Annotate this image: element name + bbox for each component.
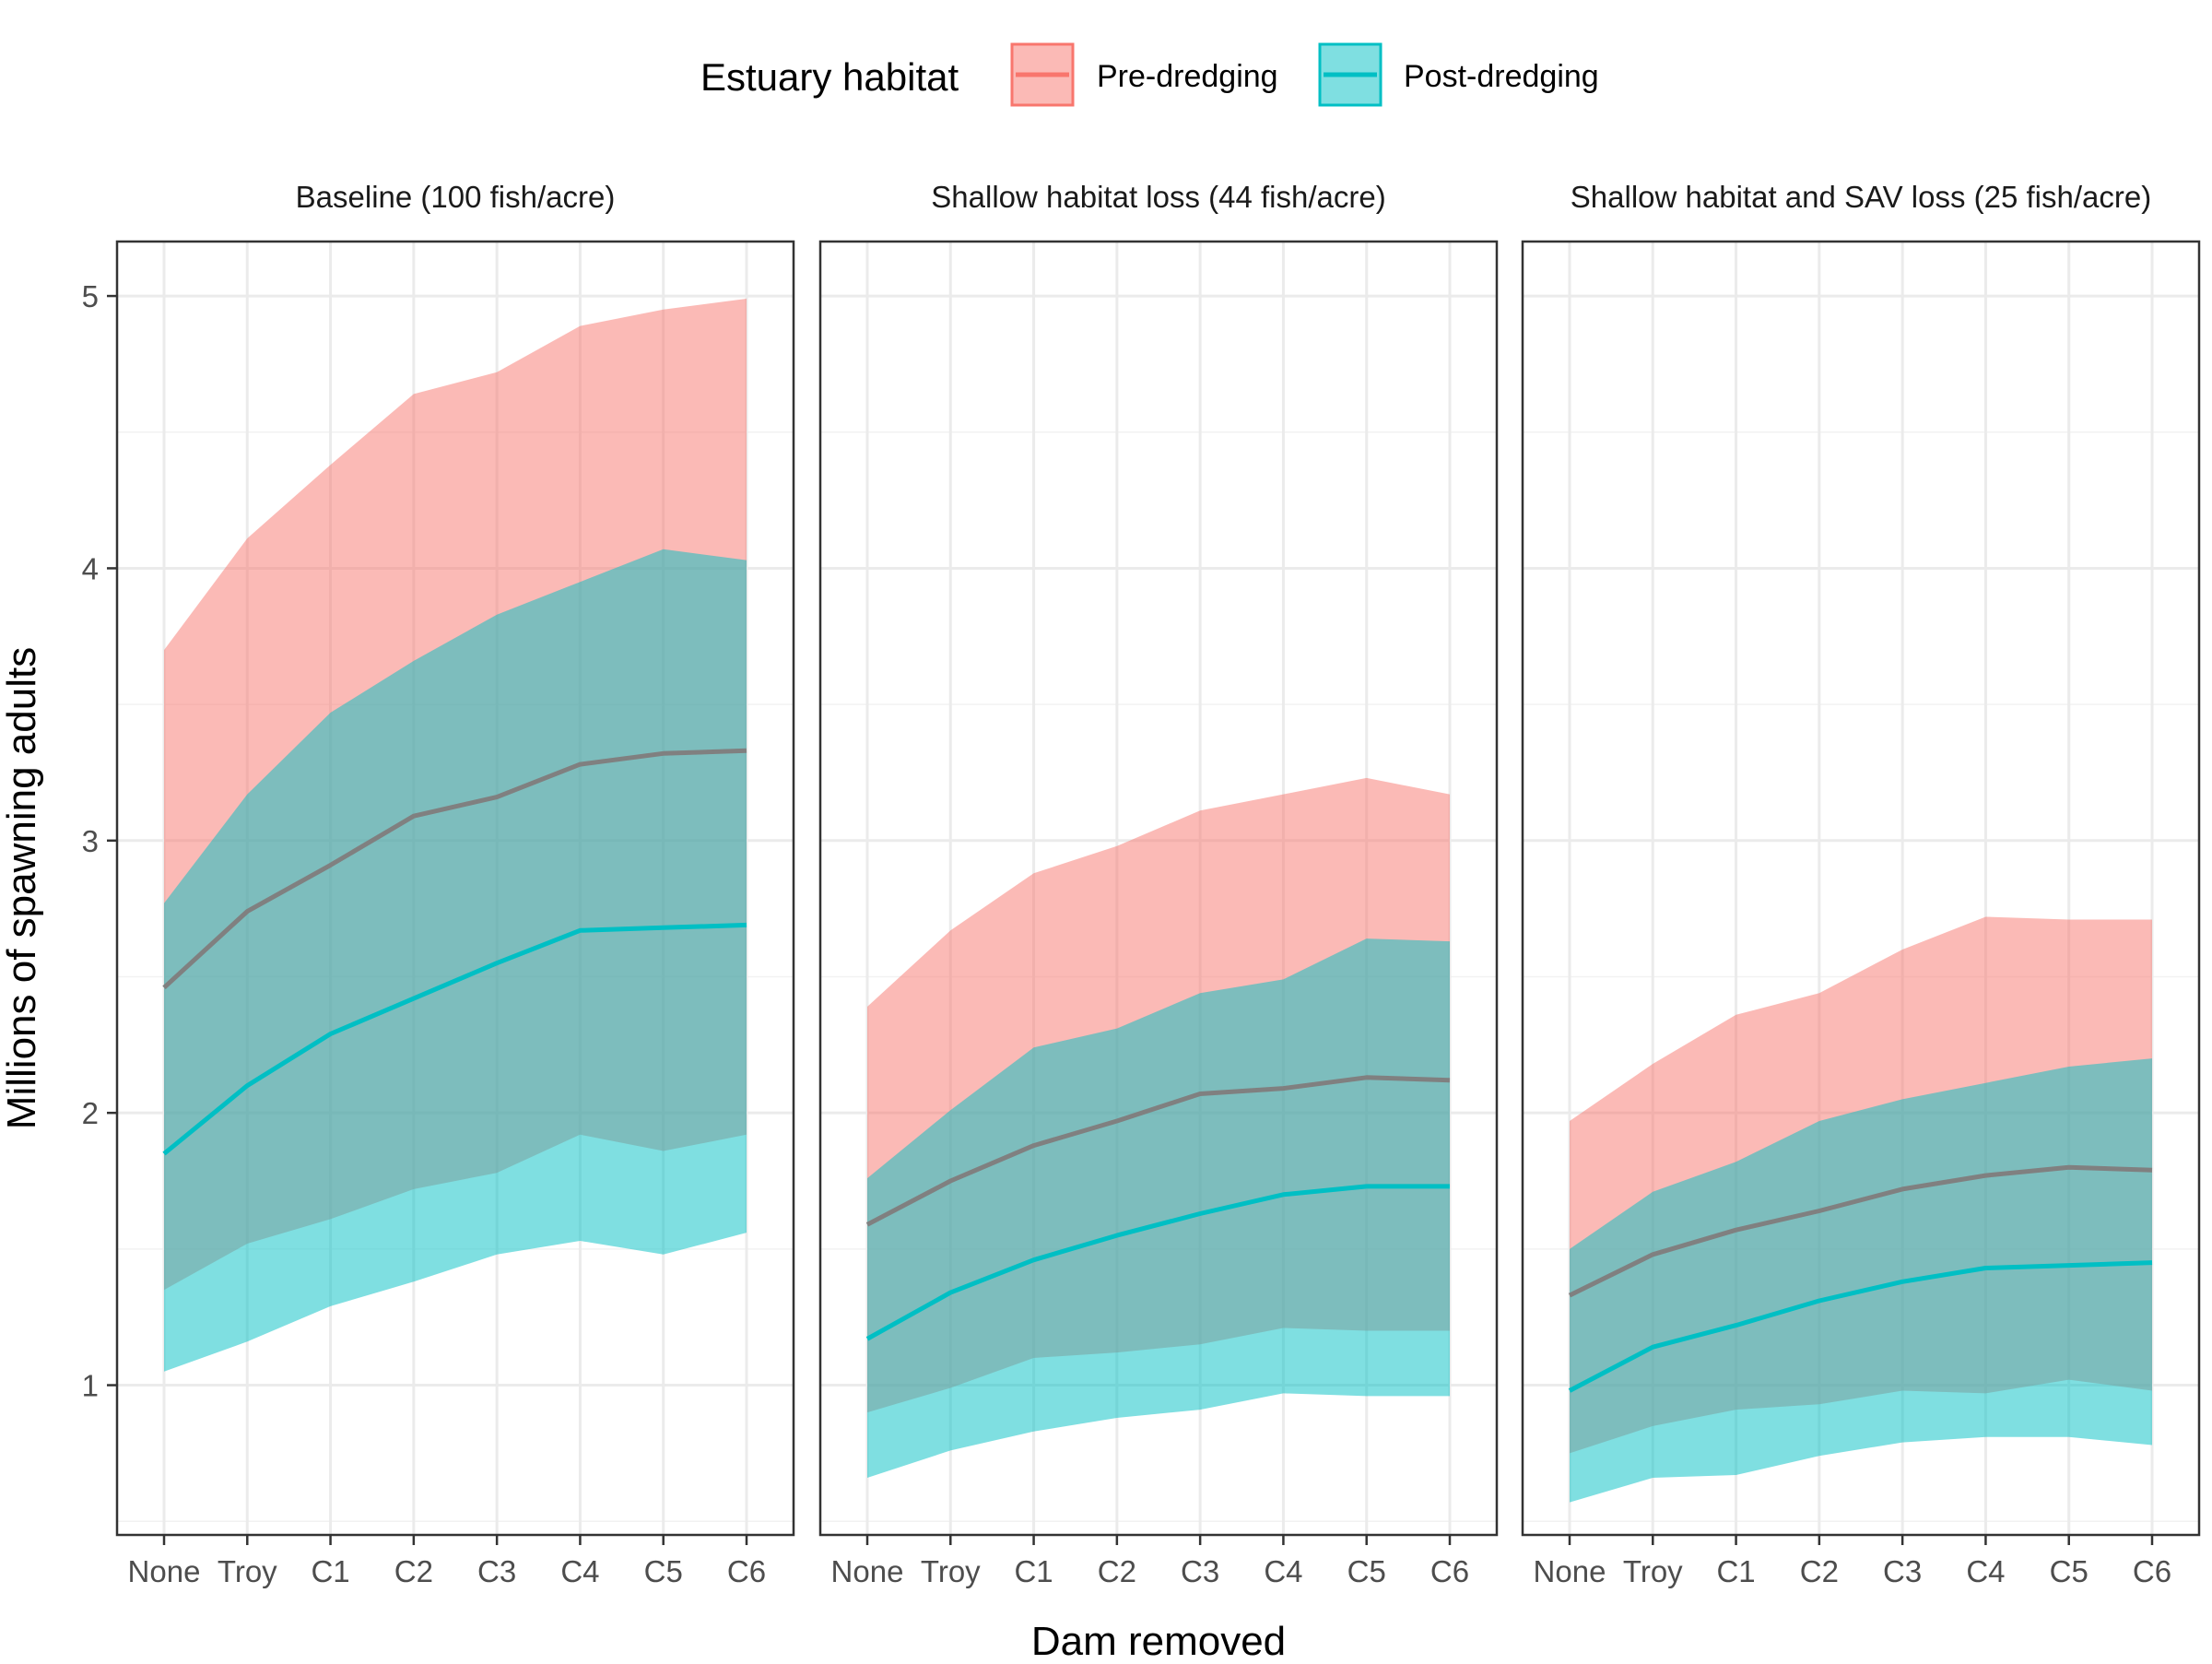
- x-tick-label: C2: [1098, 1554, 1136, 1588]
- panel-title: Shallow habitat loss (44 fish/acre): [931, 180, 1385, 214]
- panel-title: Shallow habitat and SAV loss (25 fish/ac…: [1571, 180, 2151, 214]
- x-tick-label: C4: [1966, 1554, 2005, 1588]
- x-tick-label: C3: [477, 1554, 516, 1588]
- x-tick-label: C2: [394, 1554, 433, 1588]
- x-tick-label: Troy: [1623, 1554, 1683, 1588]
- x-tick-label: C6: [2133, 1554, 2171, 1588]
- x-tick-label: C5: [1347, 1554, 1386, 1588]
- panel: Shallow habitat loss (44 fish/acre) None T…: [820, 180, 1497, 1588]
- x-tick-label: C1: [1716, 1554, 1755, 1588]
- legend-title: Estuary habitat: [700, 55, 959, 99]
- y-tick-label: 5: [82, 279, 99, 313]
- legend-label: Post-dredging: [1404, 59, 1599, 94]
- x-tick-label: C4: [1264, 1554, 1302, 1588]
- x-tick-label: C1: [1014, 1554, 1053, 1588]
- panel: Shallow habitat and SAV loss (25 fish/ac…: [1523, 180, 2199, 1588]
- x-tick-label: Troy: [921, 1554, 981, 1588]
- x-tick-label: C2: [1800, 1554, 1839, 1588]
- y-tick-label: 1: [82, 1369, 99, 1403]
- legend-key: [1320, 44, 1381, 105]
- x-tick-label: Troy: [218, 1554, 277, 1588]
- y-tick-label: 4: [82, 551, 99, 585]
- x-tick-label: C3: [1181, 1554, 1219, 1588]
- legend-key: [1012, 44, 1073, 105]
- x-tick-label: None: [831, 1554, 904, 1588]
- x-tick-label: C4: [560, 1554, 599, 1588]
- x-tick-label: C1: [311, 1554, 349, 1588]
- x-tick-label: C5: [644, 1554, 683, 1588]
- x-axis-title: Dam removed: [1031, 1619, 1286, 1659]
- panel: Baseline (100 fish/acre) None Troy C1 C2 C3 C4…: [117, 180, 794, 1588]
- x-tick-label: None: [1534, 1554, 1606, 1588]
- y-axis-title: Millions of spawning adults: [0, 647, 44, 1129]
- y-tick-label: 3: [82, 824, 99, 858]
- legend: Estuary habitat Pre-dredging Post-dredging: [700, 44, 1599, 105]
- x-tick-label: None: [128, 1554, 201, 1588]
- x-tick-label: C3: [1883, 1554, 1922, 1588]
- panel-title: Baseline (100 fish/acre): [296, 180, 616, 214]
- y-tick-label: 2: [82, 1096, 99, 1130]
- x-tick-label: C6: [1430, 1554, 1469, 1588]
- legend-label: Pre-dredging: [1097, 59, 1278, 94]
- x-tick-label: C5: [2050, 1554, 2088, 1588]
- x-tick-label: C6: [727, 1554, 766, 1588]
